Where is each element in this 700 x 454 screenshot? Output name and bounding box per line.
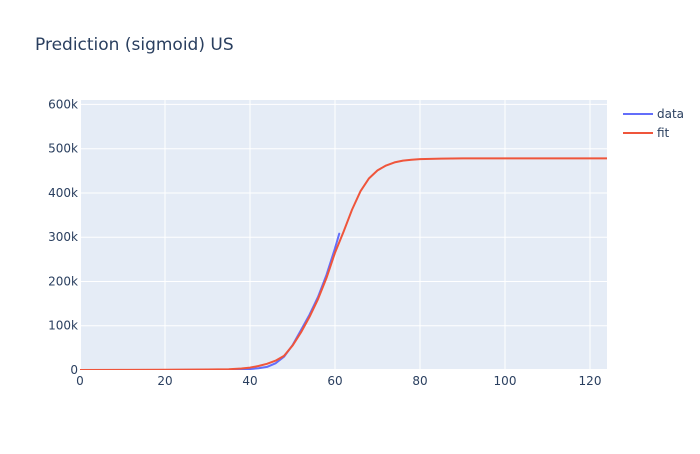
y-tick-label: 100k	[48, 319, 78, 333]
y-tick-label: 200k	[48, 274, 78, 288]
legend-item-fit[interactable]: fit	[623, 126, 670, 140]
legend-label: fit	[657, 126, 670, 140]
x-tick-label: 100	[494, 374, 517, 388]
x-tick-label: 120	[579, 374, 602, 388]
legend-label: data	[657, 107, 684, 121]
x-tick-label: 0	[76, 374, 84, 388]
x-tick-label: 20	[157, 374, 172, 388]
y-tick-label: 400k	[48, 186, 78, 200]
y-tick-label: 0	[70, 363, 78, 377]
y-axis-ticks: 0 100k 200k 300k 400k 500k 600k	[48, 97, 78, 377]
x-tick-label: 60	[327, 374, 342, 388]
series-line-fit	[80, 157, 607, 370]
x-tick-label: 80	[412, 374, 427, 388]
y-tick-label: 300k	[48, 230, 78, 244]
x-tick-label: 40	[242, 374, 257, 388]
y-tick-label: 500k	[48, 142, 78, 156]
legend[interactable]: data fit	[623, 107, 684, 140]
x-axis-ticks: 0 20 40 60 80 100 120	[76, 374, 601, 388]
plot-area	[80, 100, 607, 370]
y-tick-label: 600k	[48, 97, 78, 111]
series-group	[80, 157, 607, 370]
legend-item-data[interactable]: data	[623, 107, 684, 121]
chart-title: Prediction (sigmoid) US	[35, 35, 234, 55]
